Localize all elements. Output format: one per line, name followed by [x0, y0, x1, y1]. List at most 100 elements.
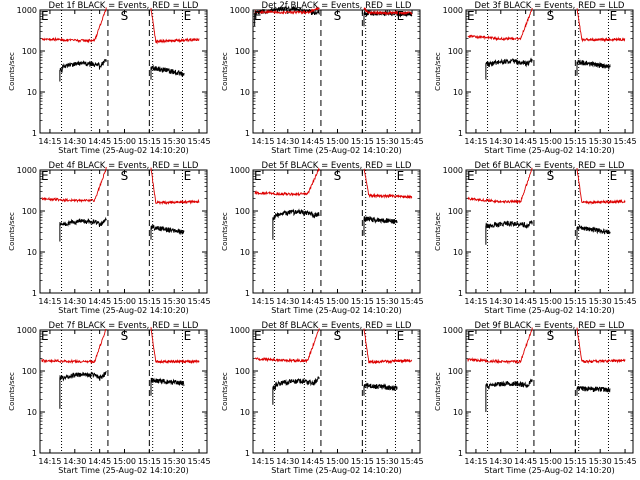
x-tick-label: 14:30: [489, 137, 512, 146]
x-tick-label: 14:30: [276, 297, 299, 306]
y-tick-label: 10: [240, 88, 250, 97]
lld-series-line: [150, 167, 200, 206]
y-tick-label: 100: [448, 367, 463, 376]
x-tick-label: 15:30: [376, 297, 399, 306]
x-tick-label: 14:45: [88, 137, 111, 146]
y-tick-label: 10: [240, 248, 250, 257]
y-axis-label: Counts/sec: [221, 52, 229, 91]
panel-det-4: Det 4f BLACK = Events, RED = LLD 1 10 100 10…: [8, 161, 211, 315]
phase-marker-label: E: [41, 9, 49, 23]
y-tick-label: 1000: [443, 326, 463, 335]
x-axis-label: Start Time (25-Aug-02 14:10:20): [484, 146, 615, 155]
y-tick-label: 1: [458, 289, 463, 298]
events-series-line: [59, 370, 107, 382]
x-tick-label: 14:30: [489, 297, 512, 306]
y-axis-label: Counts/sec: [434, 212, 442, 251]
events-series-line: [363, 215, 398, 225]
lld-series-line: [363, 7, 413, 16]
plot-frame: [39, 329, 208, 454]
x-axis-label: Start Time (25-Aug-02 14:10:20): [58, 146, 189, 155]
x-tick-label: 15:30: [163, 137, 186, 146]
y-tick-label: 100: [448, 207, 463, 216]
y-tick-label: 10: [240, 408, 250, 417]
plot-frame: [465, 9, 634, 134]
chart-title: Det 2f BLACK = Events, RED = LLD: [262, 1, 412, 11]
y-tick-label: 100: [22, 207, 37, 216]
y-tick-label: 1: [245, 289, 250, 298]
x-tick-label: 14:15: [251, 137, 274, 146]
x-tick-label: 14:15: [464, 137, 487, 146]
phase-marker-label: E: [397, 329, 405, 343]
phase-marker-label: S: [547, 169, 555, 183]
panel-det-7: Det 7f BLACK = Events, RED = LLD 1 10 100 10…: [8, 321, 211, 475]
x-tick-label: 15:15: [138, 137, 161, 146]
events-series-line: [150, 224, 185, 235]
phase-marker-label: E: [184, 9, 192, 23]
phase-marker-label: E: [610, 329, 618, 343]
x-tick-label: 14:30: [276, 137, 299, 146]
phase-marker-label: E: [467, 169, 475, 183]
phase-marker-label: E: [184, 329, 192, 343]
events-series-line: [485, 57, 533, 68]
lld-series-line: [576, 327, 626, 365]
events-series-line: [363, 382, 398, 391]
y-tick-label: 1000: [230, 6, 250, 15]
x-tick-label: 15:15: [351, 137, 374, 146]
plot-frame: [465, 169, 634, 294]
x-axis-label: Start Time (25-Aug-02 14:10:20): [484, 306, 615, 315]
x-tick-label: 15:30: [376, 457, 399, 466]
x-tick-label: 14:30: [63, 457, 86, 466]
x-axis-label: Start Time (25-Aug-02 14:10:20): [271, 146, 402, 155]
x-tick-label: 14:45: [514, 297, 537, 306]
phase-marker-label: S: [334, 9, 342, 23]
events-series-line: [485, 378, 533, 390]
x-tick-label: 15:45: [188, 137, 211, 146]
x-tick-label: 15:45: [401, 457, 424, 466]
x-tick-label: 14:45: [514, 137, 537, 146]
y-axis-label: Counts/sec: [8, 212, 16, 251]
chart-title: Det 4f BLACK = Events, RED = LLD: [49, 161, 199, 171]
lld-series-line: [41, 7, 107, 44]
y-tick-label: 100: [235, 367, 250, 376]
x-tick-label: 15:45: [188, 297, 211, 306]
y-tick-label: 1000: [17, 326, 37, 335]
x-tick-label: 14:30: [276, 457, 299, 466]
phase-marker-label: E: [41, 169, 49, 183]
y-tick-label: 1000: [443, 166, 463, 175]
x-tick-label: 15:00: [326, 137, 349, 146]
events-series-line: [363, 9, 413, 18]
plot-frame: [252, 329, 421, 454]
x-tick-label: 15:15: [138, 457, 161, 466]
phase-marker-label: E: [41, 329, 49, 343]
x-tick-label: 14:15: [38, 137, 61, 146]
phase-marker-label: S: [334, 329, 342, 343]
lld-series-line: [150, 7, 200, 45]
events-series-line: [576, 386, 611, 393]
phase-marker-label: E: [397, 169, 405, 183]
y-tick-label: 100: [235, 47, 250, 56]
chart-title: Det 5f BLACK = Events, RED = LLD: [262, 161, 412, 171]
x-tick-label: 15:00: [539, 457, 562, 466]
lld-series-line: [467, 327, 533, 365]
x-tick-label: 14:45: [301, 457, 324, 466]
phase-marker-label: S: [121, 169, 129, 183]
phase-marker-label: E: [254, 9, 262, 23]
x-tick-label: 14:45: [88, 297, 111, 306]
x-tick-label: 15:15: [564, 457, 587, 466]
x-tick-label: 15:00: [113, 137, 136, 146]
y-tick-label: 1000: [17, 6, 37, 15]
x-tick-label: 15:45: [401, 297, 424, 306]
phase-marker-label: E: [610, 169, 618, 183]
x-tick-label: 15:00: [539, 297, 562, 306]
x-tick-label: 15:00: [539, 137, 562, 146]
x-tick-label: 15:45: [614, 457, 637, 466]
y-tick-label: 100: [22, 47, 37, 56]
x-axis-label: Start Time (25-Aug-02 14:10:20): [484, 466, 615, 475]
lld-series-line: [576, 167, 626, 205]
plot-frame: [39, 9, 208, 134]
phase-marker-label: S: [121, 329, 129, 343]
y-tick-label: 1000: [17, 166, 37, 175]
x-tick-label: 15:00: [113, 297, 136, 306]
plot-frame: [252, 169, 421, 294]
lld-series-line: [363, 328, 413, 365]
